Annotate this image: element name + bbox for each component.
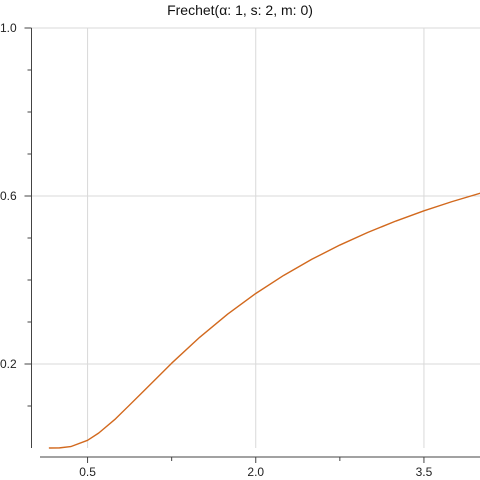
series-layer [48,192,480,449]
x-tick-label: 3.5 [416,465,433,479]
x-tick-label: 0.5 [79,465,96,479]
axes-layer [24,27,480,463]
series-line [48,192,480,449]
y-tick-label: 0.6 [0,189,17,203]
x-tick-label: 2.0 [247,465,264,479]
labels-layer: 0.2 0.6 1.0 0.5 2.0 3.5 [0,21,433,479]
grid-layer [31,27,480,448]
y-tick-label: 0.2 [0,357,17,371]
chart-title: Frechet(α: 1, s: 2, m: 0) [167,2,313,18]
y-tick-label: 1.0 [0,21,17,35]
